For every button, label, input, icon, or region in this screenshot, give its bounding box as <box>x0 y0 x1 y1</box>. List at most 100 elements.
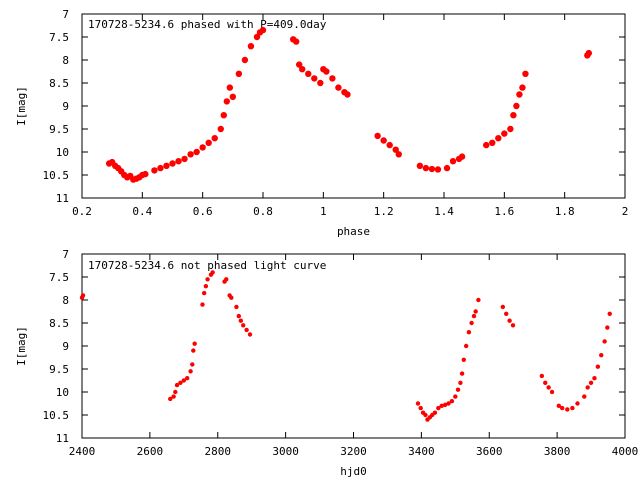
x-tick-label: 3600 <box>476 445 503 458</box>
data-point <box>602 339 607 344</box>
data-point <box>463 343 469 349</box>
x-tick-label: 2600 <box>137 445 164 458</box>
y-tick-label: 7.5 <box>49 31 69 44</box>
data-point <box>422 164 430 172</box>
data-point <box>495 135 502 142</box>
data-point <box>453 394 458 399</box>
data-point <box>311 75 318 82</box>
y-tick-label: 7 <box>62 248 69 261</box>
x-tick-label: 1.8 <box>555 205 575 218</box>
data-point <box>592 376 597 381</box>
data-point <box>205 277 210 282</box>
data-point <box>188 369 193 374</box>
data-point <box>374 132 381 140</box>
data-point <box>455 387 461 392</box>
data-point <box>174 382 180 388</box>
x-tick-label: 1 <box>320 205 327 218</box>
y-tick-label: 8.5 <box>49 77 69 90</box>
y-tick-label: 10.5 <box>43 409 70 422</box>
y-tick-label: 9 <box>62 340 69 353</box>
data-point <box>436 405 441 411</box>
data-point <box>507 125 514 133</box>
data-point <box>317 79 324 87</box>
data-point <box>599 353 604 358</box>
data-point <box>546 385 551 390</box>
data-point <box>229 295 234 300</box>
data-point <box>588 380 594 385</box>
data-point <box>458 380 463 385</box>
data-point <box>157 164 164 172</box>
data-point <box>199 144 206 151</box>
data-point <box>296 61 303 68</box>
data-point <box>449 399 455 404</box>
data-point <box>193 148 200 156</box>
y-tick-label: 11 <box>56 192 69 205</box>
data-point <box>543 380 548 385</box>
y-tick-label: 8.5 <box>49 317 69 330</box>
x-tick-label: 4000 <box>612 445 639 458</box>
plot-frame <box>81 13 626 199</box>
data-point <box>473 309 478 314</box>
data-point <box>210 270 215 275</box>
data-point <box>483 141 490 149</box>
data-point <box>220 112 227 119</box>
data-point <box>442 402 448 408</box>
data-point <box>522 70 529 78</box>
x-tick-label: 1.2 <box>374 205 394 218</box>
data-point <box>187 151 194 158</box>
data-point <box>446 401 451 406</box>
data-point <box>175 158 182 165</box>
data-point <box>504 311 509 316</box>
data-point <box>259 26 267 34</box>
data-point <box>489 139 496 146</box>
x-tick-label: 3000 <box>272 445 299 458</box>
x-tick-label: 3200 <box>340 445 367 458</box>
unphased-light-curve-panel: 2400 2600 2800 3000 3200 3400 3600 3800 4000 7 7.5… <box>15 248 638 478</box>
data-point <box>560 405 565 411</box>
x-axis-label: hjd0 <box>340 465 367 478</box>
data-point <box>428 165 436 173</box>
data-point <box>168 396 173 402</box>
data-point <box>476 297 481 303</box>
data-point <box>539 373 545 379</box>
x-tick-label: 1.4 <box>434 205 454 218</box>
data-point <box>211 135 218 142</box>
data-point <box>582 394 587 399</box>
data-point <box>299 66 306 73</box>
data-point <box>171 394 176 399</box>
x-tick-label: 0.8 <box>253 205 273 218</box>
y-tick-label: 7.5 <box>49 271 69 284</box>
data-point <box>418 405 423 411</box>
data-point <box>439 403 444 408</box>
data-point <box>466 330 472 335</box>
data-point <box>292 38 300 45</box>
data-point <box>241 56 249 64</box>
data-point <box>185 376 190 381</box>
data-point <box>190 362 195 367</box>
data-point <box>217 125 224 133</box>
data-point <box>449 158 457 165</box>
data-point <box>575 401 580 406</box>
y-axis-label: I[mag] <box>15 326 28 366</box>
data-point <box>238 318 244 323</box>
y-tick-label: 8 <box>62 294 69 307</box>
data-point <box>605 325 610 330</box>
data-point <box>80 293 86 298</box>
data-point <box>459 371 465 376</box>
data-point <box>229 93 237 101</box>
data-point <box>305 70 312 78</box>
data-point <box>507 318 512 323</box>
data-point <box>386 141 393 149</box>
x-axis-label: phase <box>337 225 370 238</box>
data-point <box>513 102 520 110</box>
data-point <box>226 84 234 91</box>
data-point <box>549 389 555 395</box>
data-point <box>556 403 562 408</box>
phased-light-curve-panel: 0.2 0.4 0.6 0.8 1 1.2 1.4 1.6 1.8 2 7 7.5 8 8.5 9 9.5 10… <box>15 8 628 238</box>
x-tick-label: 1.6 <box>494 205 514 218</box>
data-point <box>201 290 207 296</box>
plot-frame <box>81 253 626 439</box>
data-point <box>458 153 466 160</box>
data-point <box>224 277 229 282</box>
x-tick-label: 2 <box>622 205 629 218</box>
